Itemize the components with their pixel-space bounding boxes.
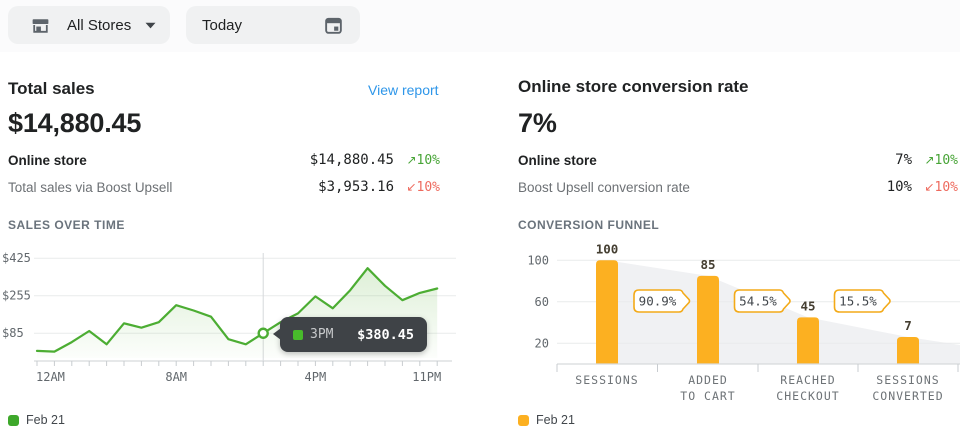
metric-row-online-store-conversion: Online store 7% ↗10% (518, 151, 958, 169)
row-value: $3,953.16 (318, 179, 394, 195)
total-sales-value: $14,880.45 (8, 108, 142, 138)
funnel-bars: 100 85 45 7 (596, 241, 919, 364)
funnel-gridlines: 100 60 20 (527, 253, 960, 350)
sales-line (35, 267, 439, 353)
view-report-link[interactable]: View report (368, 82, 439, 98)
row-label: Total sales via Boost Upsell (8, 179, 173, 195)
hover-marker (257, 327, 269, 339)
total-sales-title: Total sales (8, 79, 95, 98)
conversion-breakdown: Online store 7% ↗10% Boost Upsell conver… (518, 151, 958, 196)
svg-text:90.9%: 90.9% (639, 294, 677, 309)
sales-legend: Feb 21 (8, 413, 65, 427)
svg-text:TO CART: TO CART (680, 389, 735, 403)
legend-swatch-green (8, 414, 19, 426)
svg-text:CONVERTED: CONVERTED (872, 389, 943, 403)
svg-text:20: 20 (535, 336, 549, 350)
svg-text:100: 100 (527, 253, 549, 267)
trend-arrow-icon: ↗ (924, 152, 935, 167)
date-range-button[interactable]: Today (186, 6, 360, 44)
sales-x-axis: 12AM 8AM 4PM 11PM (34, 360, 452, 384)
change-badge: ↙10% (406, 179, 440, 195)
funnel-drop-badges: 90.9% 54.5% 15.5% (633, 289, 891, 313)
svg-text:12AM: 12AM (36, 370, 65, 384)
chart-tooltip: 3PM $380.45 (273, 317, 427, 352)
top-bar: All Stores Today (0, 0, 960, 52)
date-range-label: Today (202, 16, 243, 34)
legend-swatch-orange (518, 414, 529, 426)
sales-gridlines: $425 $255 $85 (2, 251, 456, 340)
funnel-backdrop (607, 260, 960, 364)
row-label: Online store (518, 152, 597, 168)
metric-row-boost-upsell-conversion: Boost Upsell conversion rate 10% ↙10% (518, 178, 958, 196)
change-badge: ↙10% (924, 179, 958, 195)
svg-text:45: 45 (800, 298, 815, 313)
tooltip-time: 3PM (310, 327, 334, 342)
sales-line-chart[interactable]: $425 $255 $85 12AM 8AM 4PM 11PM (0, 245, 460, 387)
svg-text:SESSIONS: SESSIONS (876, 373, 939, 387)
store-selector-label: All Stores (67, 16, 132, 34)
sales-over-time-heading: SALES OVER TIME (8, 218, 125, 232)
svg-text:60: 60 (535, 295, 549, 309)
tooltip-value: $380.45 (357, 326, 414, 343)
funnel-x-axis: SESSIONS ADDED TO CART REACHED CHECKOUT SESSI… (556, 363, 960, 403)
trend-arrow-icon: ↙ (924, 179, 935, 194)
svg-text:SESSIONS: SESSIONS (575, 373, 638, 387)
trend-arrow-icon: ↗ (406, 152, 417, 167)
tooltip-series-swatch (293, 329, 303, 340)
change-badge: ↗10% (406, 152, 440, 168)
legend-label: Feb 21 (536, 413, 575, 427)
row-label: Boost Upsell conversion rate (518, 179, 690, 195)
metric-row-online-store-sales: Online store $14,880.45 ↗10% (8, 151, 440, 169)
svg-text:$425: $425 (2, 251, 31, 265)
svg-text:4PM: 4PM (305, 370, 327, 384)
svg-text:85: 85 (700, 257, 715, 272)
store-selector-button[interactable]: All Stores (8, 6, 170, 44)
svg-text:54.5%: 54.5% (739, 294, 777, 309)
trend-arrow-icon: ↙ (406, 179, 417, 194)
row-value: 10% (886, 179, 912, 195)
row-value: 7% (895, 152, 912, 168)
funnel-legend: Feb 21 (518, 413, 575, 427)
svg-text:$85: $85 (2, 326, 24, 340)
change-badge: ↗10% (924, 152, 958, 168)
conversion-funnel-heading: CONVERSION FUNNEL (518, 218, 660, 232)
svg-text:7: 7 (904, 318, 912, 333)
svg-text:$255: $255 (2, 289, 31, 303)
svg-text:8AM: 8AM (165, 370, 187, 384)
svg-text:REACHED: REACHED (780, 373, 835, 387)
row-value: $14,880.45 (309, 152, 394, 168)
chevron-down-icon (145, 22, 156, 29)
svg-text:11PM: 11PM (412, 370, 441, 384)
metric-row-boost-upsell-sales: Total sales via Boost Upsell $3,953.16 ↙… (8, 178, 440, 196)
conversion-funnel-chart[interactable]: 100 60 20 100 85 45 7 90.9% 54.5% 15.5% SESSIONS AD… (505, 240, 960, 408)
svg-text:15.5%: 15.5% (839, 294, 877, 309)
calendar-icon (323, 15, 344, 36)
legend-label: Feb 21 (26, 413, 65, 427)
svg-text:ADDED: ADDED (688, 373, 728, 387)
svg-text:CHECKOUT: CHECKOUT (776, 389, 839, 403)
conversion-rate-value: 7% (518, 108, 557, 138)
total-sales-breakdown: Online store $14,880.45 ↗10% Total sales… (8, 151, 440, 196)
svg-text:100: 100 (596, 241, 619, 256)
storefront-icon (30, 15, 51, 36)
conversion-rate-title: Online store conversion rate (518, 77, 749, 96)
row-label: Online store (8, 152, 87, 168)
